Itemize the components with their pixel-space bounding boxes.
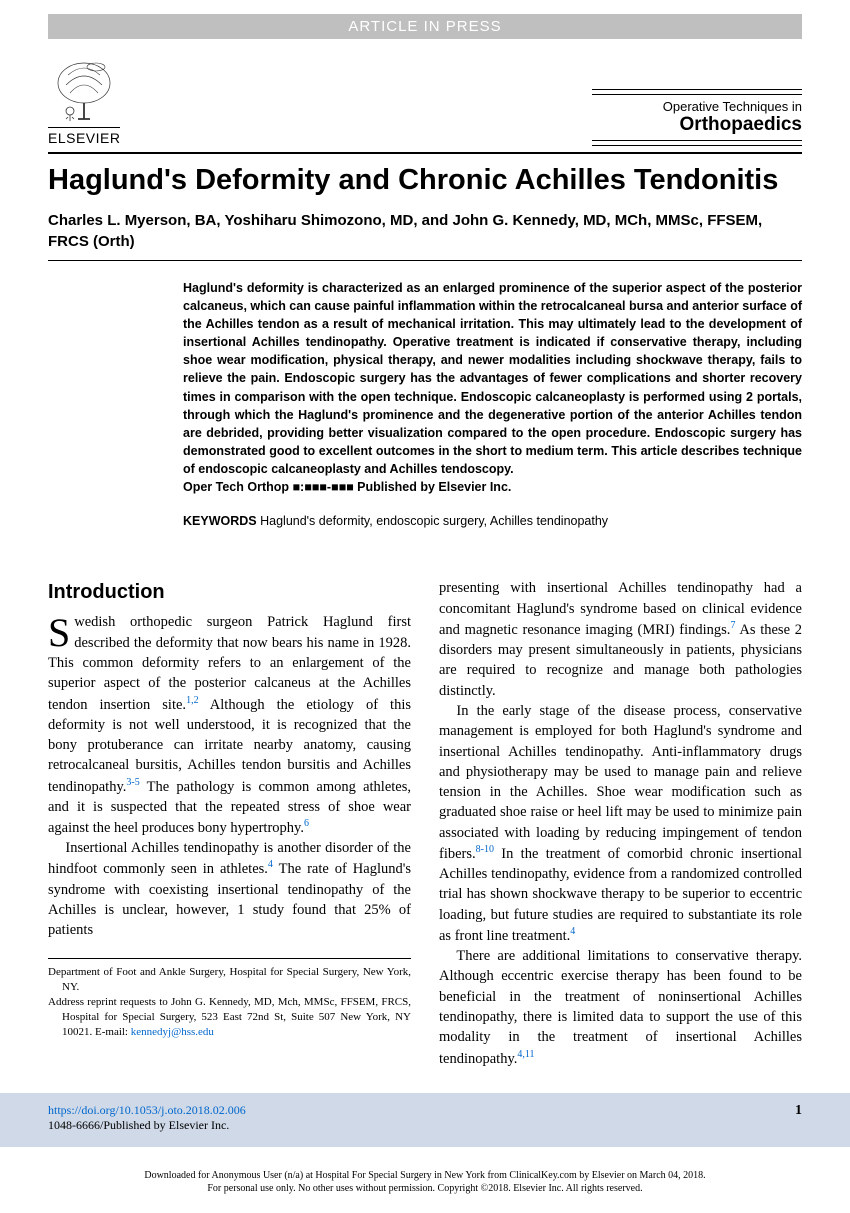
c2p2b: In the treatment of comorbid chronic ins… xyxy=(439,846,802,944)
footnote-text: Address reprint requests to John G. Kenn… xyxy=(48,996,411,1038)
article-title: Haglund's Deformity and Chronic Achilles… xyxy=(48,164,802,197)
correspondence-email[interactable]: kennedyj@hss.edu xyxy=(131,1026,214,1038)
footnotes: Department of Foot and Ankle Surgery, Ho… xyxy=(48,965,411,1039)
journal-rule xyxy=(592,140,802,146)
intro-para-1: Swedish orthopedic surgeon Patrick Haglu… xyxy=(48,612,411,838)
footnote-correspondence: Address reprint requests to John G. Kenn… xyxy=(48,995,411,1040)
ref-link[interactable]: 1,2 xyxy=(186,695,199,706)
doi-link[interactable]: https://doi.org/10.1053/j.oto.2018.02.00… xyxy=(48,1103,246,1117)
col2-para-3: There are additional limitations to cons… xyxy=(439,946,802,1069)
section-heading-introduction: Introduction xyxy=(48,578,411,606)
footnote-rule xyxy=(48,958,411,959)
intro-para-2: Insertional Achilles tendinopathy is ano… xyxy=(48,838,411,940)
header-row: ELSEVIER Operative Techniques in Orthopa… xyxy=(48,57,802,146)
footnote-affiliation: Department of Foot and Ankle Surgery, Ho… xyxy=(48,965,411,995)
ref-link[interactable]: 4 xyxy=(570,926,575,937)
left-column: Introduction Swedish orthopedic surgeon … xyxy=(48,578,411,1068)
elsevier-tree-icon xyxy=(48,57,120,125)
publisher-name: ELSEVIER xyxy=(48,127,120,146)
issn-text: 1048-6666/Published by Elsevier Inc. xyxy=(48,1118,229,1132)
rule xyxy=(48,260,802,261)
ref-link[interactable]: 8-10 xyxy=(476,844,494,855)
keywords-label: KEYWORDS xyxy=(183,514,257,528)
journal-main: Orthopaedics xyxy=(592,114,802,136)
rule xyxy=(48,152,802,154)
article-in-press-banner: ARTICLE IN PRESS xyxy=(48,14,802,39)
c2p2a: In the early stage of the disease proces… xyxy=(439,703,802,862)
col2-para-2: In the early stage of the disease proces… xyxy=(439,701,802,946)
page-number: 1 xyxy=(795,1103,802,1119)
download-note-1: Downloaded for Anonymous User (n/a) at H… xyxy=(144,1170,705,1181)
body-columns: Introduction Swedish orthopedic surgeon … xyxy=(48,578,802,1068)
dropcap: S xyxy=(48,612,74,650)
keywords: Haglund's deformity, endoscopic surgery,… xyxy=(260,514,608,528)
footer-bar: https://doi.org/10.1053/j.oto.2018.02.00… xyxy=(0,1093,850,1147)
journal-rule xyxy=(592,89,802,95)
keywords-block: KEYWORDS Haglund's deformity, endoscopic… xyxy=(183,514,802,528)
download-note-2: For personal use only. No other uses wit… xyxy=(207,1183,642,1194)
publisher-block: ELSEVIER xyxy=(48,57,120,146)
journal-block: Operative Techniques in Orthopaedics xyxy=(592,89,802,146)
ref-link[interactable]: 3-5 xyxy=(126,777,139,788)
footer-left: https://doi.org/10.1053/j.oto.2018.02.00… xyxy=(48,1103,246,1133)
abstract: Haglund's deformity is characterized as … xyxy=(183,279,802,497)
col2-para-1: presenting with insertional Achilles ten… xyxy=(439,578,802,701)
ref-link[interactable]: 6 xyxy=(304,818,309,829)
journal-name: Operative Techniques in Orthopaedics xyxy=(592,99,802,136)
citation: Oper Tech Orthop ■:■■■-■■■ Published by … xyxy=(183,480,511,494)
download-note: Downloaded for Anonymous User (n/a) at H… xyxy=(48,1169,802,1213)
right-column: presenting with insertional Achilles ten… xyxy=(439,578,802,1068)
abstract-text: Haglund's deformity is characterized as … xyxy=(183,281,802,476)
journal-prefix: Operative Techniques in xyxy=(663,99,802,114)
c2p3a: There are additional limitations to cons… xyxy=(439,948,802,1066)
authors: Charles L. Myerson, BA, Yoshiharu Shimoz… xyxy=(48,211,802,252)
ref-link[interactable]: 4,11 xyxy=(517,1049,534,1060)
